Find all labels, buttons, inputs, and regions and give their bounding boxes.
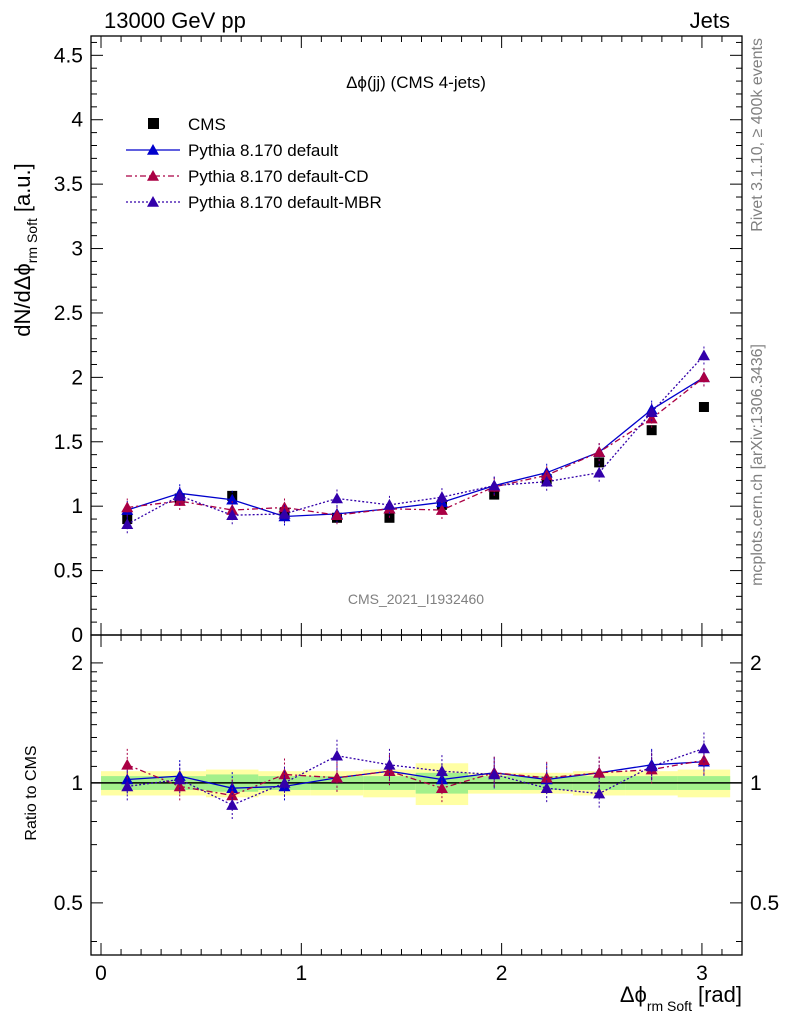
mc-marker <box>593 446 606 457</box>
y-label-main-unit: [a.u.] <box>10 163 35 212</box>
cms-data-point <box>646 425 657 436</box>
x-tick-label: 3 <box>696 962 708 985</box>
ratio-marker <box>330 749 343 761</box>
x-tick-label: 2 <box>496 962 508 985</box>
ratio-marker <box>278 776 291 788</box>
mc-marker <box>278 507 291 519</box>
ratio-marker <box>593 766 606 778</box>
mc-marker <box>121 501 134 513</box>
mc-marker <box>697 349 710 361</box>
mc-marker <box>226 493 239 505</box>
ratio-marker <box>697 742 710 754</box>
legend-label: Pythia 8.170 default <box>188 141 339 160</box>
y-tick-label: 3 <box>71 238 83 261</box>
mc-marker <box>645 412 658 424</box>
legend-marker <box>147 144 159 155</box>
rivet-label: Rivet 3.1.10, ≥ 400k events <box>749 38 766 232</box>
mc-marker <box>330 492 343 504</box>
ratio-marker <box>435 782 448 793</box>
ratio-marker <box>435 773 448 785</box>
mc-marker <box>173 489 186 501</box>
header-right: Jets <box>690 8 730 33</box>
y-tick-label: 3.5 <box>54 173 83 196</box>
mc-marker <box>121 518 134 530</box>
ratio-marker <box>645 760 658 772</box>
ratio-line-pythia-8-170-default-cd <box>127 759 705 797</box>
y-axis-label-main: dN/dΔϕrm Soft [a.u.] <box>10 163 40 337</box>
x-tick-label: 0 <box>95 962 107 985</box>
x-label-sub: rm Soft <box>647 998 692 1014</box>
legend-marker-cms <box>148 118 159 129</box>
mc-marker <box>435 491 448 502</box>
ratio-marker <box>593 787 606 799</box>
x-label-unit: [rad] <box>698 982 742 1007</box>
x-label-text: Δϕ <box>620 982 647 1007</box>
ratio-marker <box>121 780 134 792</box>
ratio-marker <box>330 771 343 783</box>
ratio-y-tick-label-right: 1 <box>750 772 762 795</box>
legend-label: CMS <box>188 115 226 134</box>
header-left: 13000 GeV pp <box>104 8 246 33</box>
mc-line-pythia-8-170-default-mbr <box>126 355 705 525</box>
ratio-marker <box>488 768 501 780</box>
ratio-y-tick-label-right: 0.5 <box>750 892 779 915</box>
watermark: CMS_2021_I1932460 <box>348 591 484 607</box>
ratio-marker <box>173 773 186 785</box>
mc-marker <box>226 509 239 520</box>
mc-marker <box>593 466 606 478</box>
cms-data-point <box>384 512 395 523</box>
y-tick-label: 1 <box>71 495 83 518</box>
y-tick-label: 4 <box>71 109 83 132</box>
ratio-marker <box>697 754 710 766</box>
ratio-y-tick-label: 0.5 <box>54 892 83 915</box>
ratio-line-pythia-8-170-default <box>127 761 704 789</box>
mc-marker <box>435 504 448 515</box>
ratio-marker <box>121 758 134 770</box>
mc-marker <box>330 509 343 520</box>
y-tick-label: 1.5 <box>54 431 83 454</box>
mc-line-pythia-8-170-default-cd <box>127 376 705 516</box>
y-tick-label: 2.5 <box>54 302 83 325</box>
ratio-marker <box>540 782 553 793</box>
ratio-marker <box>278 768 291 780</box>
legend-label: Pythia 8.170 default-MBR <box>188 193 382 212</box>
mc-marker <box>697 371 710 383</box>
mc-marker <box>488 479 501 491</box>
legend-marker <box>147 170 159 181</box>
legend: CMS Pythia 8.170 default Pythia 8.170 defa… <box>126 115 382 212</box>
cms-data-point <box>698 401 709 412</box>
ratio-line-pythia-8-170-default-mbr <box>127 747 705 806</box>
y-label-main-sub: rm Soft <box>24 218 40 263</box>
mc-marker <box>540 475 553 487</box>
axes: 0 1 2 3 0 0.5 1 1.5 2 2.5 3 3.5 4 4.5 0.5 0.5 1 1 2 2 <box>54 35 779 985</box>
plot-title: Δϕ(jj) (CMS 4-jets) <box>346 73 486 92</box>
ratio-y-tick-label: 2 <box>71 652 83 675</box>
ratio-marker <box>435 765 448 776</box>
svg-text:dN/dΔϕrm Soft[a.u.]: dN/dΔϕrm Soft [a.u.] <box>10 163 40 337</box>
ratio-series <box>121 732 710 822</box>
y-tick-label: 0 <box>71 624 83 647</box>
ratio-y-tick-label-right: 2 <box>750 652 762 675</box>
y-tick-label: 2 <box>71 366 83 389</box>
x-tick-label: 1 <box>295 962 307 985</box>
y-tick-label: 0.5 <box>54 560 83 583</box>
mc-line-pythia-8-170-default <box>127 376 705 518</box>
legend-marker <box>147 196 159 207</box>
y-label-main-text: dN/dΔϕ <box>10 263 35 337</box>
y-tick-label: 4.5 <box>54 44 83 67</box>
cms-data-point <box>594 457 605 468</box>
ratio-marker <box>226 799 239 810</box>
ratio-plot-frame <box>90 634 743 956</box>
ratio-marker <box>383 758 396 770</box>
main-series <box>121 346 710 534</box>
ratio-y-tick-label: 1 <box>71 772 83 795</box>
mc-marker <box>383 498 396 510</box>
legend-label: Pythia 8.170 default-CD <box>188 167 369 186</box>
mcplots-label: mcplots.cern.ch [arXiv:1306.3436] <box>749 344 766 586</box>
mc-marker <box>645 406 658 417</box>
x-axis-label: Δϕrm Soft [rad] <box>620 982 742 1014</box>
ratio-marker <box>173 780 186 792</box>
y-axis-label-ratio: Ratio to CMS <box>23 745 40 840</box>
